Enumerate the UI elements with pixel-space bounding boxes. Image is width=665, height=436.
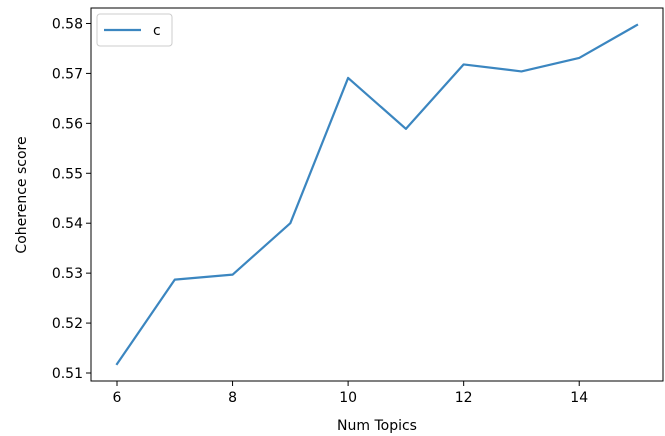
y-tick-label: 0.55 — [52, 166, 83, 182]
y-axis-title: Coherence score — [14, 136, 30, 253]
x-axis-title: Num Topics — [337, 418, 417, 434]
y-tick-label: 0.52 — [52, 316, 83, 332]
y-tick-label: 0.54 — [52, 216, 83, 232]
x-tick-label: 12 — [455, 390, 473, 406]
y-tick-label: 0.56 — [52, 116, 83, 132]
y-tick-label: 0.57 — [52, 66, 83, 82]
y-tick-label: 0.53 — [52, 266, 83, 282]
y-tick-label: 0.51 — [52, 366, 83, 382]
legend: c — [97, 14, 172, 46]
x-tick-label: 6 — [113, 390, 122, 406]
legend-label: c — [153, 23, 161, 39]
x-tick-label: 8 — [228, 390, 237, 406]
x-tick-label: 10 — [339, 390, 357, 406]
x-tick-label: 14 — [570, 390, 588, 406]
y-tick-label: 0.58 — [52, 16, 83, 32]
